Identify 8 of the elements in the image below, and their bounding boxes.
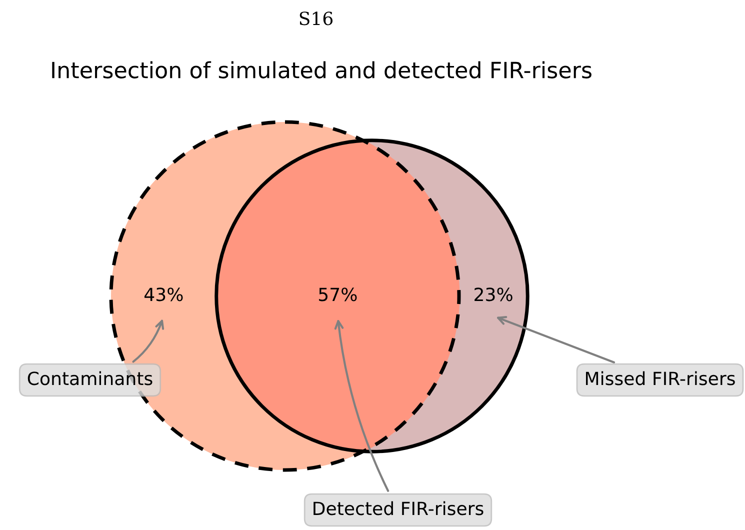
data-label: 57% bbox=[319, 288, 357, 302]
text: Intersection of simulated and detected FIR-risers bbox=[52, 61, 592, 78]
text: Detected FIR-risers bbox=[314, 501, 484, 516]
text: S16 bbox=[300, 12, 333, 26]
text: Missed FIR-risers bbox=[586, 371, 735, 386]
text: Contaminants bbox=[28, 371, 152, 386]
data-label: 23% bbox=[474, 288, 512, 302]
data-label: 43% bbox=[144, 288, 183, 302]
